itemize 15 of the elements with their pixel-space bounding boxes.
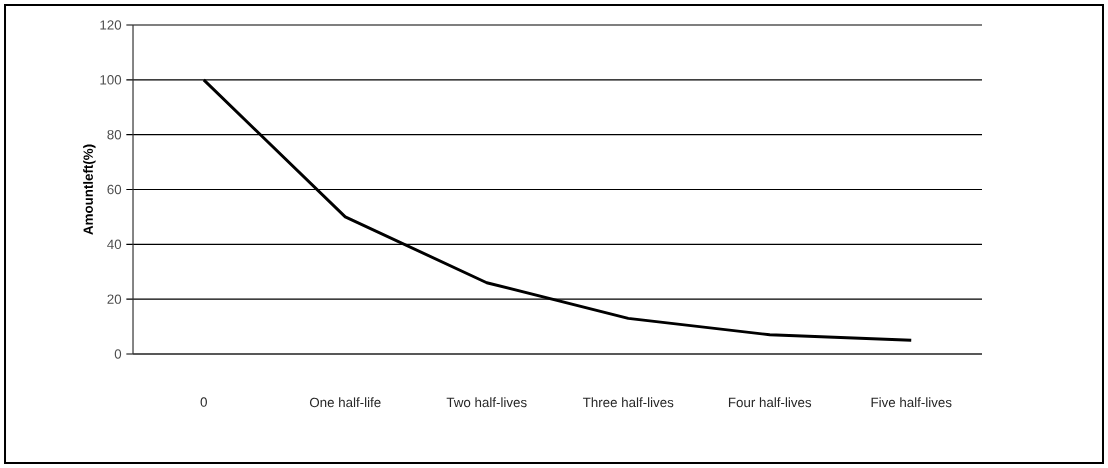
y-tick-label: 100	[100, 75, 122, 85]
y-tick-label: 40	[107, 239, 122, 250]
y-tick-label: 120	[100, 20, 122, 30]
x-tick-label: Five half-lives	[871, 397, 952, 408]
y-axis-title: Amountleft(%)	[83, 144, 96, 235]
y-tick-label: 0	[114, 349, 122, 359]
x-tick-label: One half-life	[309, 397, 381, 408]
y-tick-label: 20	[107, 294, 122, 304]
x-tick-label: 0	[200, 397, 207, 407]
y-tick-label: 60	[107, 184, 122, 195]
y-tick-label: 80	[107, 129, 122, 140]
x-tick-label: Three half-lives	[582, 397, 674, 408]
x-tick-label: Four half-lives	[728, 397, 812, 408]
x-tick-label: Two half-lives	[446, 397, 527, 408]
line-series	[202, 78, 913, 342]
